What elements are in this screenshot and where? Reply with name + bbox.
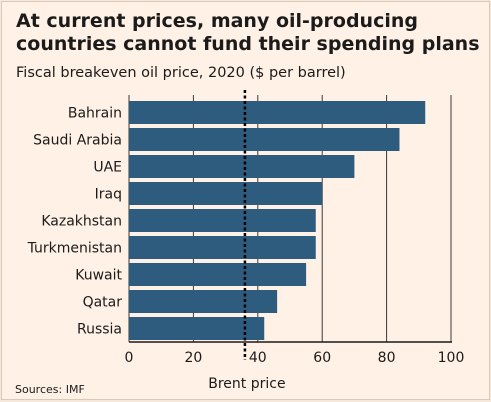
category-label: Iraq	[95, 187, 122, 203]
x-tick-label: 80	[378, 350, 396, 366]
source-note: Sources: IMF	[15, 383, 85, 396]
category-label: Saudi Arabia	[33, 133, 122, 149]
x-tick-label: 0	[125, 350, 134, 366]
x-tick-label: 40	[249, 350, 267, 366]
bar	[129, 263, 307, 286]
category-label: Bahrain	[68, 106, 122, 122]
category-label: Kazakhstan	[41, 214, 122, 230]
bar	[129, 209, 316, 232]
bar	[129, 101, 426, 124]
bar	[129, 155, 355, 178]
category-label: UAE	[93, 160, 122, 176]
bar	[129, 236, 316, 259]
brent-price-label: Brent price	[208, 376, 285, 392]
bar	[129, 317, 265, 340]
bar	[129, 128, 400, 151]
chart-title: At current prices, many oil-producing co…	[16, 10, 480, 55]
category-label: Kuwait	[75, 268, 122, 284]
bar-chart: Bahrain Saudi Arabia UAE Iraq Kazakhstan Turk…	[27, 90, 465, 392]
bar	[129, 182, 323, 205]
category-label: Russia	[77, 322, 122, 338]
x-tick-label: 100	[438, 350, 465, 366]
category-label: Qatar	[83, 295, 123, 311]
x-tick-label: 60	[313, 350, 331, 366]
category-label: Turkmenistan	[27, 241, 122, 257]
x-tick-label: 20	[184, 350, 202, 366]
bar	[129, 290, 278, 313]
chart-subtitle: Fiscal breakeven oil price, 2020 ($ per …	[16, 65, 346, 81]
